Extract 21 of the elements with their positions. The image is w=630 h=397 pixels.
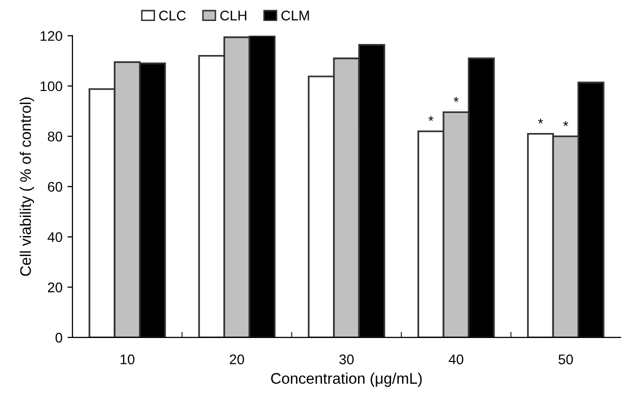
legend-label: CLM: [281, 10, 309, 20]
x-tick-label: 40: [448, 354, 464, 364]
x-tick-label: 10: [120, 354, 134, 364]
data-label: *: [428, 116, 434, 121]
y-tick-label: 0: [56, 332, 62, 343]
y-tick-label: 40: [48, 232, 62, 242]
y-axis-title: Cell viability ( % of control): [20, 98, 34, 276]
legend-label: CLC: [159, 10, 186, 20]
y-tick-label: 20: [48, 282, 62, 292]
x-tick-label: 20: [230, 354, 244, 364]
data-label: *: [538, 118, 544, 124]
data-label: *: [454, 96, 459, 102]
data-label: *: [563, 121, 568, 126]
y-tick-label: 120: [40, 31, 62, 41]
x-tick-label: 30: [339, 354, 354, 364]
y-tick-label: 60: [48, 182, 62, 192]
legend-label: CLH: [220, 10, 246, 20]
x-tick-label: 50: [558, 354, 573, 364]
x-axis-title: Concentration (μg/mL): [271, 372, 422, 387]
y-tick-label: 100: [40, 81, 62, 92]
y-tick-label: 80: [48, 132, 62, 142]
